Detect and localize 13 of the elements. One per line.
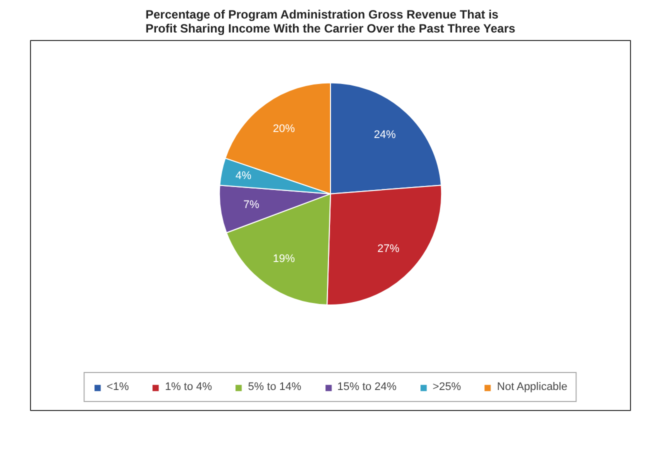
legend-label: 15% to 24% bbox=[337, 381, 397, 393]
data-label: 20% bbox=[272, 122, 296, 135]
data-label: 7% bbox=[243, 198, 260, 211]
legend-label: <1% bbox=[106, 381, 129, 393]
legend-label: 1% to 4% bbox=[164, 381, 212, 393]
chart-title: Percentage of Program Administration Gross Revenue That is Profit Sharing Income With the Carrier Over the Past Three Years bbox=[146, 8, 516, 36]
legend-label: Not Applicable bbox=[497, 381, 568, 393]
data-label: 27% bbox=[377, 243, 400, 256]
legend-label: >25% bbox=[432, 381, 462, 393]
data-label: 4% bbox=[235, 170, 252, 182]
data-label: 19% bbox=[272, 252, 296, 265]
legend-label: 5% to 14% bbox=[248, 381, 302, 393]
data-label: 24% bbox=[374, 129, 396, 142]
